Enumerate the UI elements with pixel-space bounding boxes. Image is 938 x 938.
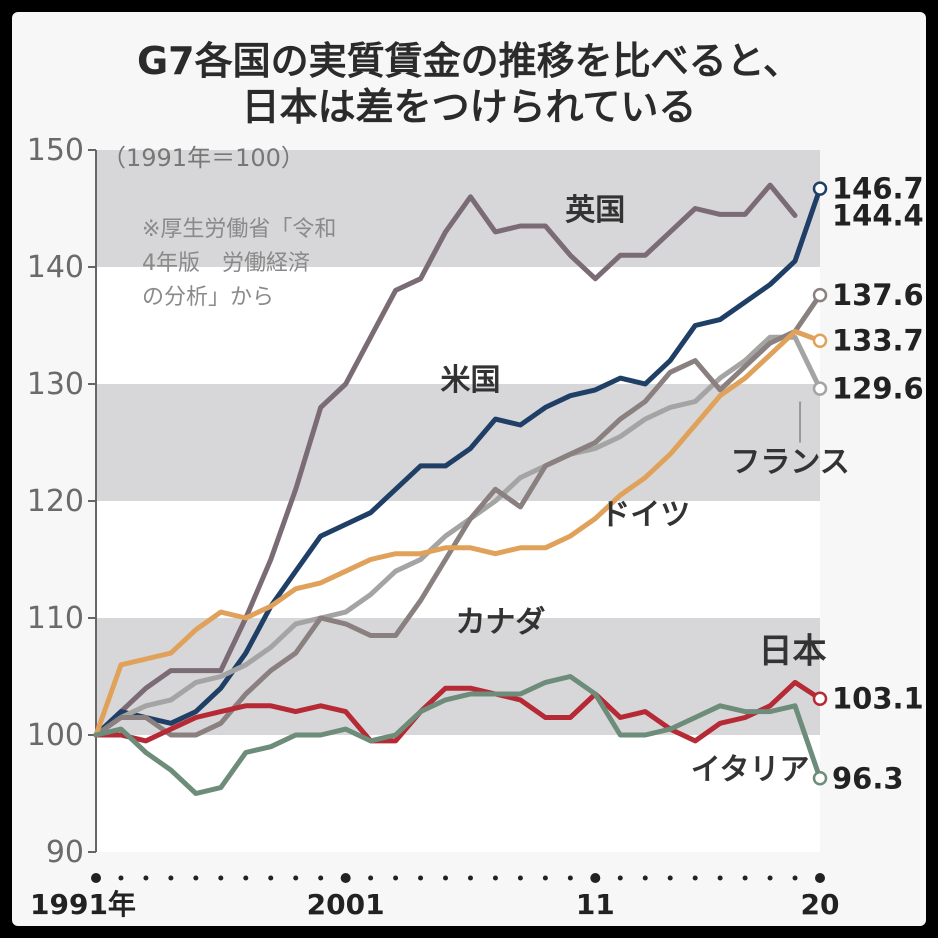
x-tick-dot: [293, 875, 299, 881]
series-line-0: [93, 182, 798, 738]
y-tick-label: 120: [27, 484, 84, 519]
x-tick-dot: [268, 875, 274, 881]
x-tick-dot: [617, 875, 623, 881]
y-tick-label: 110: [27, 601, 84, 636]
x-tick-dot: [443, 875, 449, 881]
chart-title-line: G7各国の実質賃金の推移を比べると、: [137, 39, 801, 83]
series-name-label: ドイツ: [600, 497, 690, 532]
series-name-label: 英国: [565, 193, 625, 228]
x-tick-dot: [742, 875, 748, 881]
y-tick-label: 100: [27, 718, 84, 753]
x-tick-dot: [642, 875, 648, 881]
x-tick-dot: [340, 873, 351, 883]
series-end-marker: [812, 333, 828, 348]
series-name-label: 日本: [759, 631, 827, 671]
series-end-label: 144.4: [832, 199, 924, 233]
series-line-3: [93, 292, 823, 738]
source-note-line: の分析」から: [142, 285, 274, 310]
series-end-marker: [812, 691, 828, 706]
x-tick-dot: [767, 875, 773, 881]
x-tick-dot: [368, 875, 374, 881]
y-tick-label: 140: [27, 250, 84, 285]
x-tick-dot: [467, 875, 473, 881]
y-tick-label: 130: [27, 367, 84, 402]
chart-frame: G7各国の実質賃金の推移を比べると、 日本は差をつけられている 90 100 110 12…: [12, 12, 926, 926]
series-end-label: 96.3: [832, 761, 904, 795]
series-end-label: 146.7: [832, 172, 924, 206]
x-tick-dot: [91, 873, 101, 883]
unit-note: （1991年＝100）: [102, 144, 305, 172]
series-line-1: [93, 186, 823, 738]
x-tick-label: 20: [801, 888, 840, 921]
x-tick-dot: [118, 875, 124, 881]
y-tick-label: 150: [27, 133, 84, 168]
chart-title-line: 日本は差をつけられている: [242, 85, 697, 129]
series-end-marker: [812, 287, 828, 303]
wage-chart: G7各国の実質賃金の推移を比べると、日本は差をつけられている 90 100 110 12…: [27, 39, 924, 921]
series-end-marker: [812, 181, 828, 196]
x-tick-dot: [393, 875, 399, 881]
x-tick-dot: [318, 875, 324, 881]
x-tick-dot: [168, 875, 174, 881]
source-note-line: 4年版 労働経済: [142, 251, 310, 276]
x-tick-dot: [815, 873, 825, 883]
x-tick-dot: [792, 875, 798, 881]
series-end-label: 103.1: [832, 682, 924, 716]
grid-band: [96, 501, 820, 618]
grid-band: [96, 735, 820, 852]
x-tick-dot: [667, 875, 673, 881]
x-tick-dot: [418, 875, 424, 881]
x-tick-dot: [717, 875, 723, 881]
x-tick-label: 2001: [307, 888, 385, 921]
series-end-label: 129.6: [832, 372, 924, 406]
series-line-6: [93, 674, 823, 796]
x-tick-dot: [243, 875, 249, 881]
x-tick-label: 11: [576, 888, 615, 921]
x-tick-dot: [542, 875, 548, 881]
series-line-2: [93, 334, 823, 738]
x-tick-dot: [567, 875, 573, 881]
y-tick-label: 90: [46, 835, 84, 870]
series-end-marker: [812, 381, 828, 396]
series-line-4: [93, 328, 823, 738]
x-tick-dot: [492, 875, 498, 881]
series-name-label: カナダ: [455, 605, 545, 640]
grid-band: [96, 384, 820, 501]
source-note-line: ※厚生労働省「令和: [142, 217, 336, 242]
x-tick-dot: [218, 875, 224, 881]
series-end-label: 137.6: [832, 278, 924, 312]
x-tick-dot: [517, 875, 523, 881]
series-name-label: イタリア: [691, 752, 810, 787]
series-name-label: 米国: [440, 363, 500, 398]
x-tick-label: 1991年: [30, 888, 136, 921]
x-tick-dot: [590, 873, 601, 883]
series-end-label: 133.7: [832, 324, 924, 358]
series-end-marker: [812, 771, 828, 786]
x-tick-dot: [143, 875, 149, 881]
x-tick-dot: [193, 875, 199, 881]
x-tick-dot: [692, 875, 698, 881]
series-name-label: フランス: [730, 445, 849, 480]
series-line-5: [93, 679, 823, 744]
